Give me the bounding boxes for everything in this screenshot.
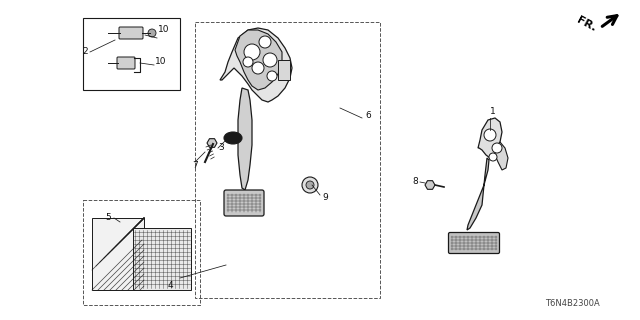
- Circle shape: [252, 62, 264, 74]
- Text: 5: 5: [105, 213, 111, 222]
- FancyBboxPatch shape: [449, 233, 499, 253]
- Bar: [83, 18, 180, 90]
- Polygon shape: [425, 181, 435, 189]
- Circle shape: [263, 53, 277, 67]
- Circle shape: [484, 129, 496, 141]
- Bar: [133, 228, 191, 290]
- Polygon shape: [207, 139, 217, 147]
- Bar: [278, 60, 290, 80]
- Text: 10: 10: [158, 26, 170, 35]
- Circle shape: [489, 153, 497, 161]
- Text: 1: 1: [490, 108, 496, 116]
- Polygon shape: [495, 142, 508, 170]
- Text: 7: 7: [192, 161, 198, 170]
- Circle shape: [302, 177, 318, 193]
- Circle shape: [244, 44, 260, 60]
- Text: 4: 4: [168, 281, 173, 290]
- Bar: [83, 200, 200, 305]
- FancyBboxPatch shape: [117, 57, 135, 69]
- Polygon shape: [467, 158, 489, 230]
- Text: T6N4B2300A: T6N4B2300A: [545, 299, 600, 308]
- Circle shape: [306, 181, 314, 189]
- Polygon shape: [238, 88, 252, 190]
- Text: 2: 2: [82, 47, 88, 57]
- Circle shape: [259, 36, 271, 48]
- FancyBboxPatch shape: [119, 27, 143, 39]
- Text: 6: 6: [365, 110, 371, 119]
- Circle shape: [267, 71, 277, 81]
- Circle shape: [148, 29, 156, 37]
- Text: 8: 8: [412, 178, 418, 187]
- Polygon shape: [235, 30, 282, 90]
- Text: 3: 3: [218, 143, 224, 153]
- FancyBboxPatch shape: [224, 190, 264, 216]
- Circle shape: [492, 143, 502, 153]
- Text: 9: 9: [322, 194, 328, 203]
- Text: FR.: FR.: [575, 15, 597, 33]
- Bar: [195, 22, 380, 298]
- Polygon shape: [220, 28, 292, 102]
- Polygon shape: [478, 118, 502, 158]
- Text: 10: 10: [155, 58, 166, 67]
- Ellipse shape: [224, 132, 242, 144]
- Circle shape: [243, 57, 253, 67]
- Bar: [92, 218, 144, 290]
